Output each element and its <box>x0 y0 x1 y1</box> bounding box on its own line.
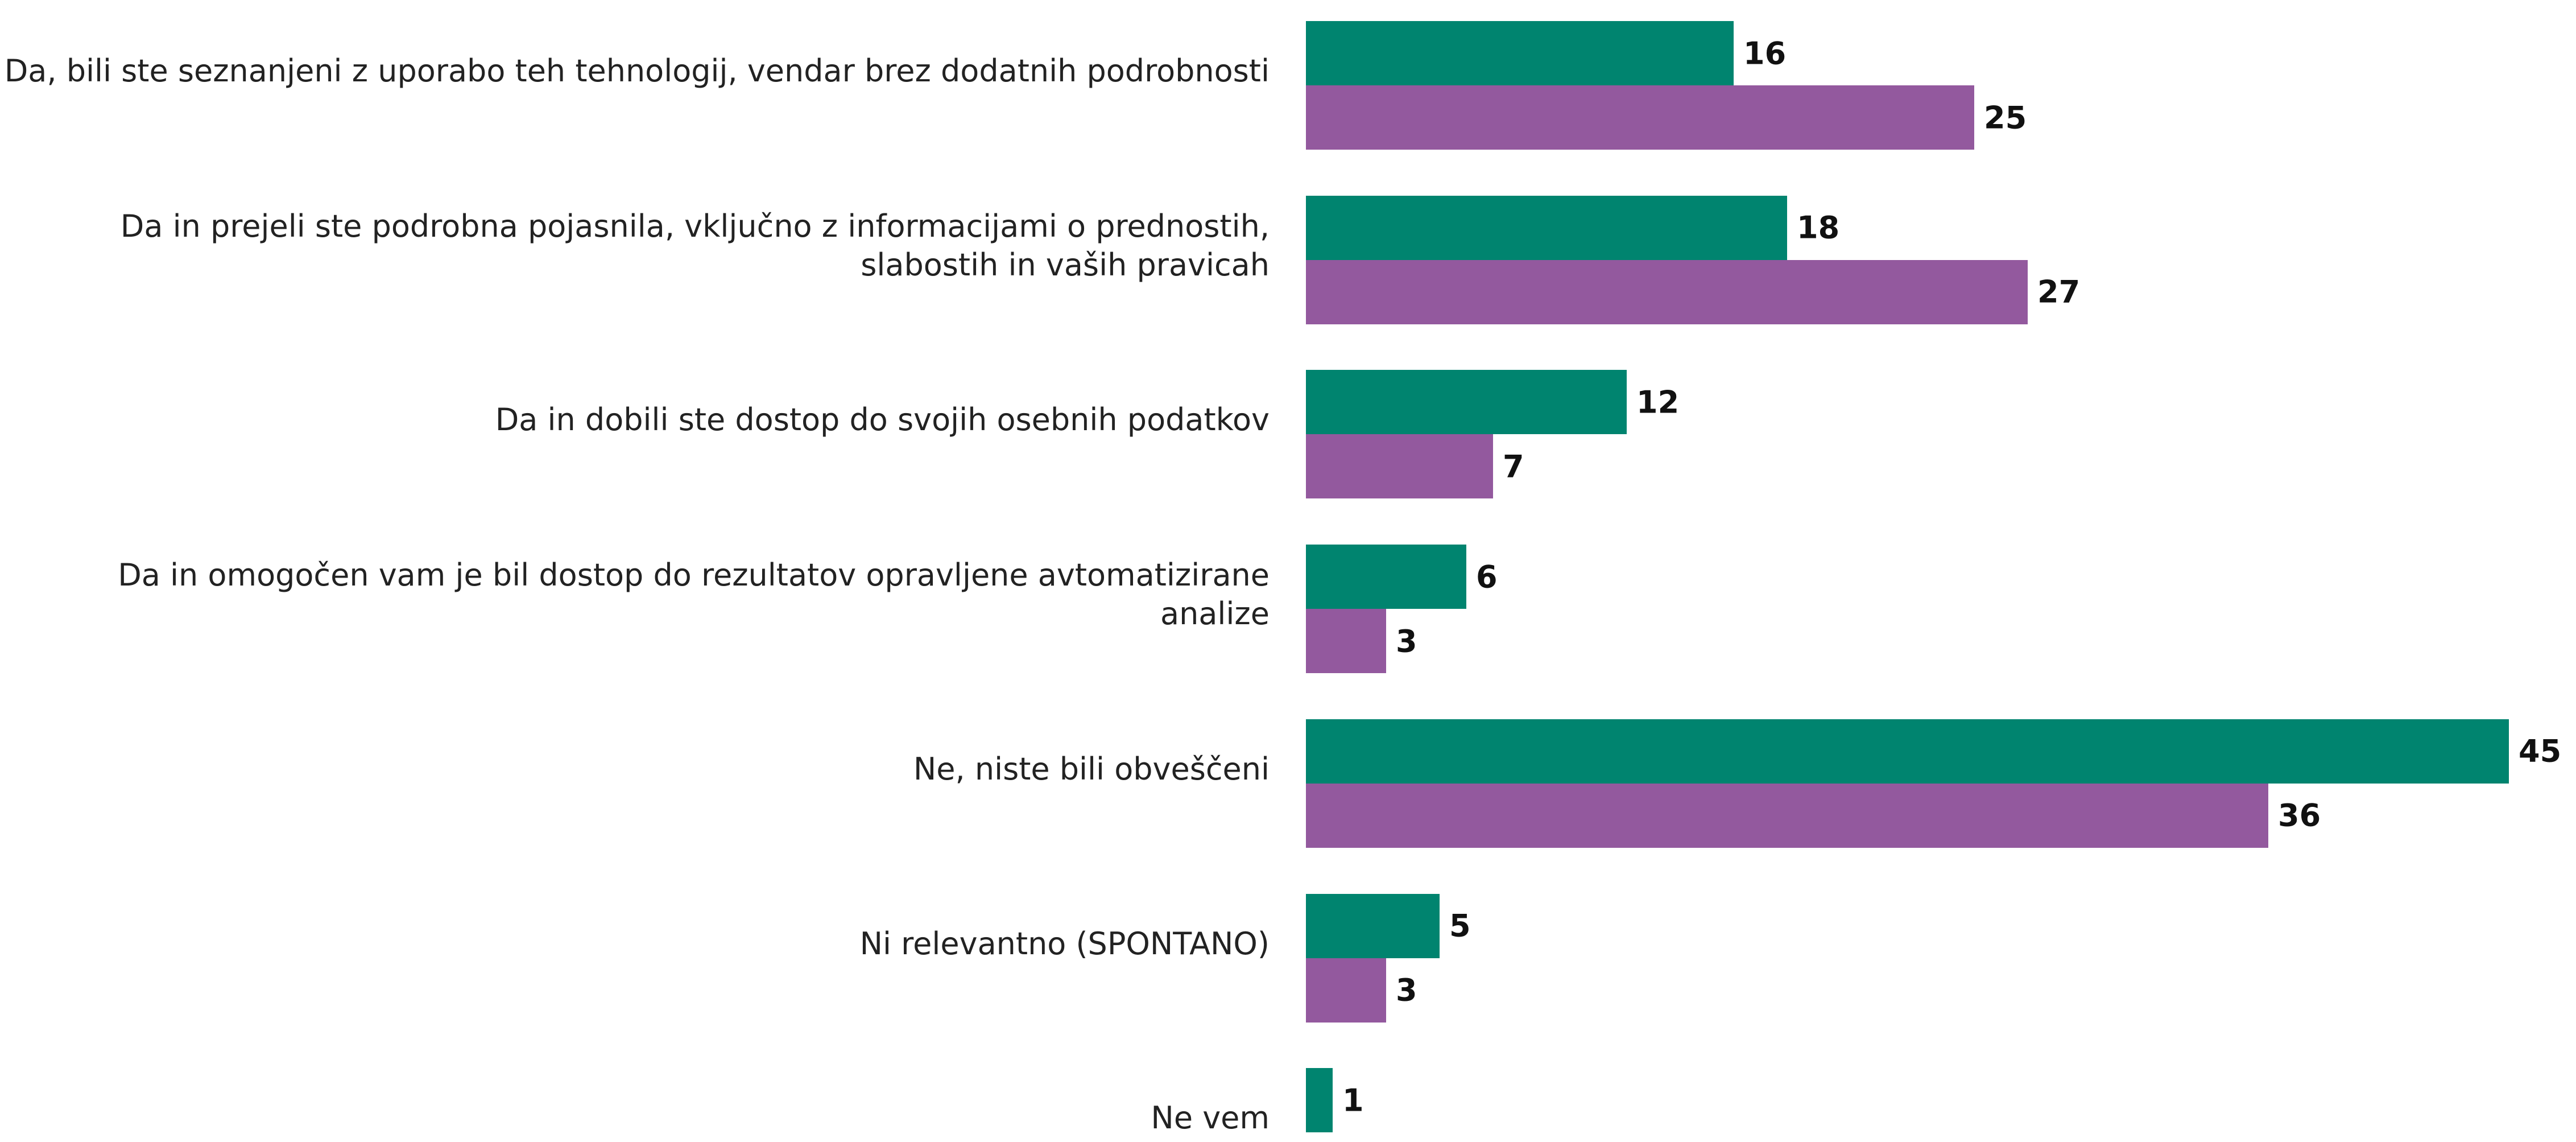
value-label: 27 <box>2037 274 2081 310</box>
bar <box>1306 545 1466 609</box>
value-label: 12 <box>1636 384 1680 420</box>
bar <box>1306 370 1627 435</box>
bar <box>1306 259 2028 324</box>
value-label: 6 <box>1476 559 1498 595</box>
value-label: 18 <box>1797 209 1840 246</box>
value-label: 25 <box>1984 100 2027 135</box>
category-label: Ne, niste bili obveščeni <box>913 751 1270 787</box>
value-label: 45 <box>2519 733 2562 769</box>
category-label: Da, bili ste seznanjeni z uporabo teh te… <box>4 53 1270 89</box>
bar <box>1306 958 1386 1023</box>
bar <box>1306 783 2268 848</box>
value-label: 36 <box>2278 797 2321 834</box>
value-label: 16 <box>1743 35 1787 71</box>
bar <box>1306 1068 1333 1133</box>
value-label: 3 <box>1396 972 1417 1008</box>
category-label: Ni relevantno (SPONTANO) <box>859 925 1270 962</box>
category-label: Ne vem <box>1151 1100 1270 1136</box>
category-label: Da in omogočen vam je bil dostop do rezu… <box>118 557 1270 632</box>
bar <box>1306 719 2509 784</box>
bar <box>1306 85 1974 150</box>
bar <box>1306 21 1734 85</box>
bar <box>1306 893 1440 958</box>
category-label: Da in dobili ste dostop do svojih osebni… <box>495 402 1270 438</box>
value-label: 1 <box>1342 1082 1364 1119</box>
bar <box>1306 434 1493 499</box>
value-label: 3 <box>1396 623 1417 659</box>
bar <box>1306 195 1787 260</box>
value-label: 7 <box>1503 448 1524 485</box>
value-label: 5 <box>1449 908 1471 944</box>
category-label: Da in prejeli ste podrobna pojasnila, vk… <box>120 208 1270 283</box>
bar <box>1306 609 1386 674</box>
